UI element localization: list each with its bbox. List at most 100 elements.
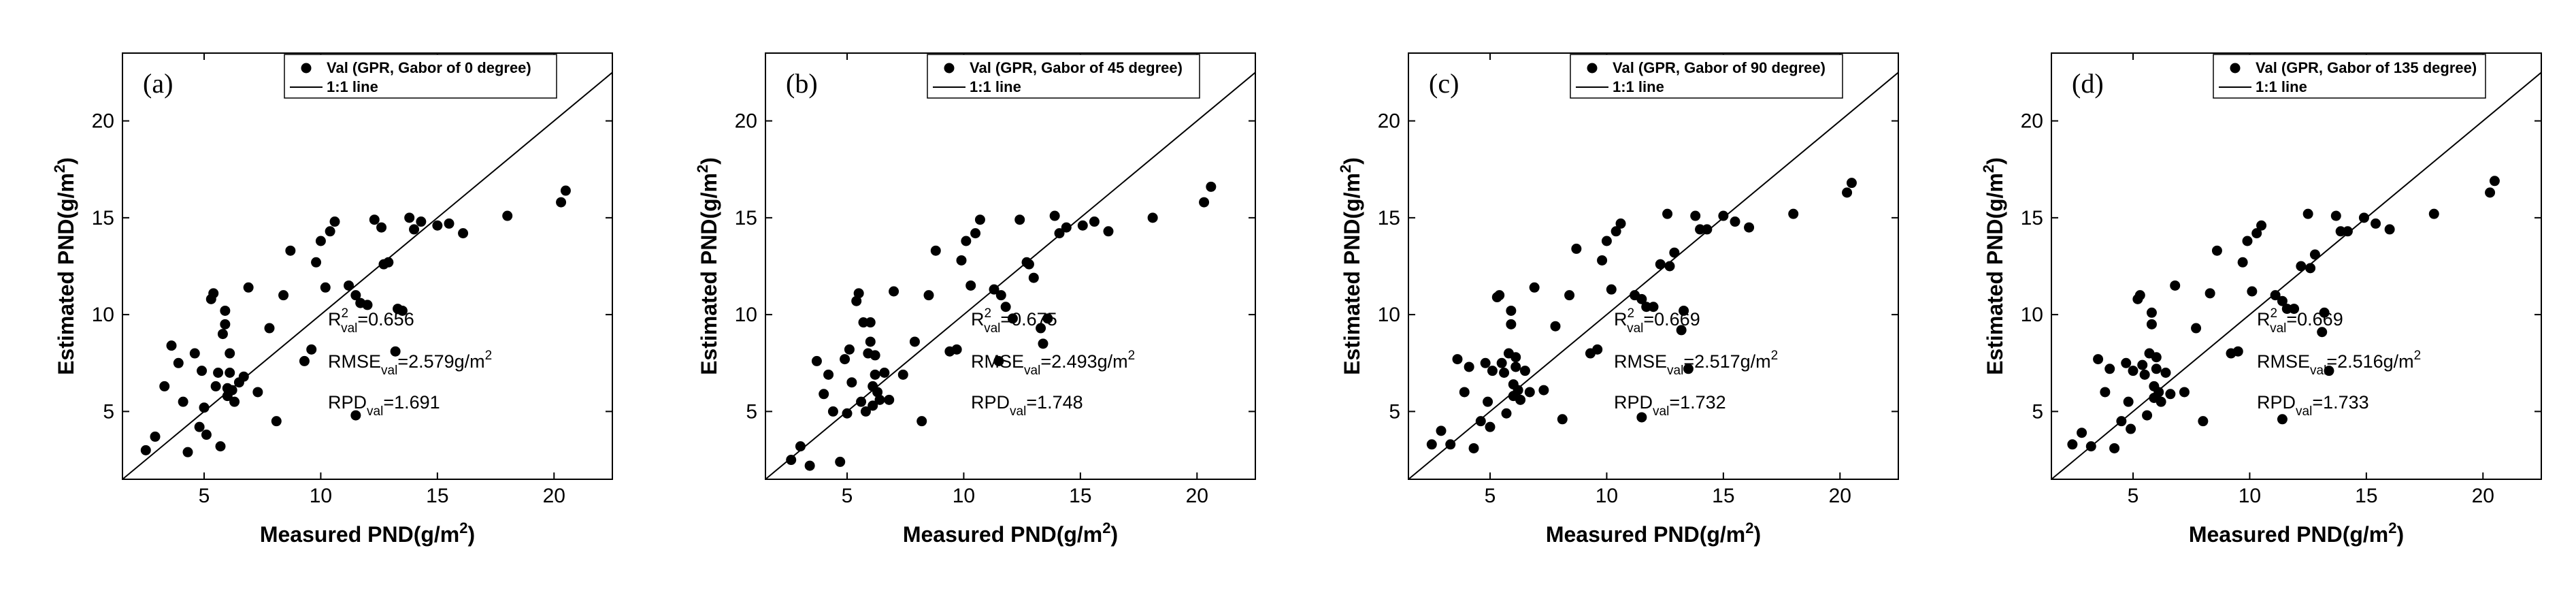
y-axis-label-text: Estimated PND(g/m (54, 173, 78, 375)
data-point (229, 396, 240, 407)
data-point (2109, 443, 2120, 453)
stat-r2-sup: 2 (1628, 306, 1635, 321)
data-point (1459, 387, 1470, 398)
x-axis-label: Measured PND(g/m2) (903, 519, 1118, 547)
data-point (362, 300, 373, 310)
data-point (2251, 228, 2262, 239)
data-point (376, 222, 387, 233)
data-point (879, 368, 890, 378)
data-point (397, 305, 408, 316)
data-point (1615, 218, 1626, 229)
data-point (827, 406, 838, 417)
data-point (2123, 396, 2134, 407)
data-point (2179, 387, 2190, 398)
data-point (2156, 396, 2166, 407)
y-axis-label-text: Estimated PND(g/m (1983, 173, 2007, 375)
data-point (2151, 352, 2162, 363)
y-axis-label-tail: ) (1340, 157, 1364, 165)
data-point (1513, 385, 1523, 396)
data-point (2160, 368, 2171, 378)
y-axis-label-sup: 2 (1337, 165, 1354, 173)
data-point (1007, 313, 1018, 324)
data-point (951, 344, 962, 355)
stat-rmse-base: RMSE (971, 351, 1024, 372)
data-point (2100, 387, 2111, 398)
stat-rmse-sub: val (2310, 364, 2326, 378)
data-point (2335, 226, 2346, 237)
stat-rmse-value: =2.517g/m (1683, 351, 1770, 372)
x-axis-label: Measured PND(g/m2) (2189, 519, 2404, 547)
x-axis-label: Measured PND(g/m2) (1546, 519, 1761, 547)
data-point (842, 408, 853, 419)
data-point (874, 394, 885, 405)
data-point (243, 282, 254, 293)
data-point (238, 371, 249, 382)
data-point (917, 416, 927, 427)
stat-rpd-base: RPD (328, 392, 367, 413)
data-point (2142, 410, 2153, 421)
stat-r2-sub: val (984, 321, 1000, 336)
legend-box (2213, 54, 2486, 99)
data-point (390, 346, 401, 357)
y-axis-label-tail: ) (697, 157, 721, 165)
stat-rmse-base: RMSE (328, 351, 381, 372)
data-point (1641, 302, 1652, 312)
data-point (811, 355, 822, 366)
data-point (1648, 302, 1659, 312)
data-point (159, 381, 170, 391)
data-point (995, 290, 1006, 301)
stat-rmse-base: RMSE (1614, 351, 1667, 372)
data-point (1199, 197, 1210, 208)
data-point (1147, 212, 1158, 223)
data-point (1519, 366, 1530, 376)
data-point (2289, 304, 2300, 315)
legend-series-label: Val (GPR, Gabor of 135 degree) (2256, 59, 2477, 76)
data-point (278, 290, 289, 301)
y-tick-label: 10 (2021, 304, 2043, 326)
stat-r2-sup: 2 (985, 306, 992, 321)
data-point (2146, 307, 2157, 318)
data-point (1494, 290, 1505, 301)
data-point (1445, 439, 1456, 450)
x-tick-label: 20 (543, 485, 565, 507)
x-axis-label-sup: 2 (459, 519, 467, 536)
data-point (1506, 319, 1517, 329)
y-tick-label: 10 (92, 304, 114, 326)
data-point (344, 280, 354, 291)
data-point (1669, 247, 1680, 258)
data-point (1842, 187, 1853, 198)
data-point (225, 368, 235, 378)
stat-rpd-value: =1.733 (2312, 392, 2368, 413)
panel-label: (d) (2072, 68, 2104, 99)
y-axis-label-sup: 2 (1980, 165, 1997, 173)
x-tick-label: 15 (2355, 485, 2377, 507)
data-point (2342, 226, 2353, 237)
legend-marker (301, 63, 312, 74)
data-point (2309, 249, 2320, 260)
stat-rpd: RPDval=1.732 (1614, 392, 1726, 419)
stat-r2-sub: val (341, 321, 357, 336)
data-point (993, 355, 1004, 366)
legend-line-label: 1:1 line (327, 78, 378, 95)
data-point (2104, 364, 2115, 374)
data-point (1501, 408, 1512, 419)
data-point (1606, 284, 1617, 295)
data-point (2198, 416, 2209, 427)
data-point (264, 323, 275, 334)
y-axis-label: Estimated PND(g/m2) (51, 157, 78, 375)
data-point (140, 445, 151, 455)
panel-label: (c) (1429, 68, 1459, 99)
stat-rmse-sub: val (381, 364, 397, 378)
y-tick-label: 10 (1378, 304, 1400, 326)
data-point (444, 218, 455, 229)
data-point (2319, 307, 2330, 318)
data-point (1550, 321, 1561, 332)
x-tick-label: 15 (1069, 485, 1091, 507)
data-point (166, 340, 177, 351)
stat-r2-base: R (2257, 309, 2270, 329)
plot-frame (122, 52, 613, 480)
y-tick-label: 15 (2021, 207, 2043, 229)
data-point (1000, 302, 1011, 312)
stat-rpd: RPDval=1.733 (2257, 392, 2369, 419)
data-point (2126, 423, 2136, 434)
